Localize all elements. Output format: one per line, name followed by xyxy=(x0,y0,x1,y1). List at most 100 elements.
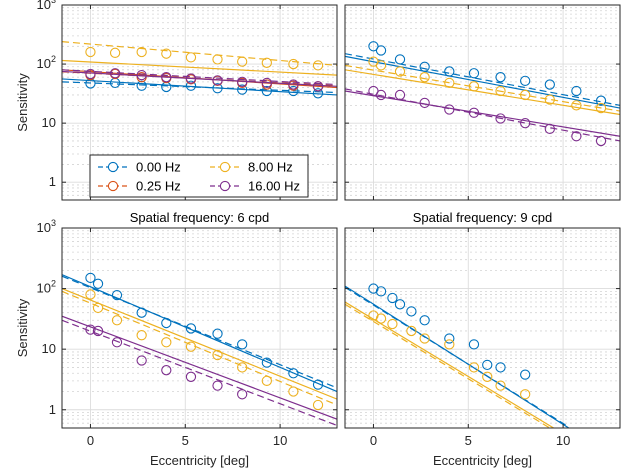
data-point xyxy=(85,68,96,80)
data-point xyxy=(136,330,147,341)
x-tick-label: 10 xyxy=(273,433,287,448)
data-point xyxy=(595,135,607,147)
data-point xyxy=(261,57,272,68)
data-point xyxy=(312,379,324,390)
data-point xyxy=(237,362,248,373)
data-point xyxy=(394,89,406,101)
y-tick-label: 103 xyxy=(37,0,56,12)
data-point xyxy=(387,318,398,330)
y-tick-exponent: 2 xyxy=(51,54,56,64)
data-point xyxy=(419,315,430,326)
y-tick-label: 102 xyxy=(37,54,56,71)
data-point xyxy=(444,333,455,344)
data-point xyxy=(520,369,531,380)
data-point xyxy=(161,317,172,329)
data-point xyxy=(394,66,406,77)
fit-line-solid xyxy=(62,70,337,87)
fit-line-dashed xyxy=(345,53,620,106)
data-point xyxy=(109,68,121,79)
series-8-00-hz xyxy=(345,301,554,428)
series-8-00-hz xyxy=(345,56,620,116)
data-point xyxy=(237,339,248,350)
data-point xyxy=(387,292,398,304)
data-point xyxy=(111,289,123,301)
panel-4: 0 5 10 Spatial frequency: 9 cpd Eccentricity… xyxy=(344,210,621,468)
data-point xyxy=(571,100,582,111)
y-tick-exponent: 3 xyxy=(51,0,56,5)
data-point xyxy=(92,278,104,289)
data-point xyxy=(468,68,480,79)
data-point xyxy=(375,286,387,297)
plot-background xyxy=(345,5,620,200)
fit-line-solid xyxy=(62,315,337,420)
data-point xyxy=(482,359,493,371)
data-point xyxy=(136,355,147,366)
series-0-00-hz xyxy=(345,41,620,109)
axes-box xyxy=(61,227,338,429)
series-0-00-hz xyxy=(345,283,570,428)
data-point xyxy=(544,123,555,135)
series-0-00-hz xyxy=(62,77,337,99)
panel-title: Spatial frequency: 9 cpd xyxy=(413,210,552,225)
fit-line-dashed xyxy=(345,303,551,428)
data-point xyxy=(161,337,172,348)
grid xyxy=(345,5,620,200)
legend-item: 8.00 Hz xyxy=(210,160,293,175)
plot-background xyxy=(62,228,337,428)
plot-background xyxy=(345,228,620,428)
x-tick-label: 0 xyxy=(87,433,94,448)
data-point xyxy=(468,107,480,118)
x-tick-label: 5 xyxy=(182,433,189,448)
data-point xyxy=(482,371,493,382)
series-0-00-hz xyxy=(62,272,337,393)
data-point xyxy=(111,315,123,326)
data-point xyxy=(375,60,387,71)
data-point xyxy=(444,339,455,350)
data-point xyxy=(212,380,223,391)
data-point xyxy=(444,77,455,89)
data-point xyxy=(444,66,455,77)
data-point xyxy=(375,313,387,324)
data-point xyxy=(185,341,197,352)
legend-marker xyxy=(107,180,119,192)
data-point xyxy=(288,85,299,97)
plot-area xyxy=(62,272,337,427)
data-point xyxy=(406,306,417,317)
legend-item: 16.00 Hz xyxy=(210,179,300,194)
legend-item: 0.25 Hz xyxy=(98,179,181,194)
data-point xyxy=(419,97,430,109)
data-point xyxy=(85,272,96,284)
data-point xyxy=(468,339,480,350)
data-point xyxy=(85,46,96,58)
legend-label: 0.00 Hz xyxy=(136,160,181,175)
y-tick-label: 10 xyxy=(42,341,56,356)
data-point xyxy=(212,328,223,339)
fit-line-solid xyxy=(62,274,337,393)
data-point xyxy=(495,380,506,391)
x-axis-label: Eccentricity [deg] xyxy=(150,453,249,468)
data-point xyxy=(185,80,197,91)
series-16-00-hz xyxy=(62,68,337,92)
data-point xyxy=(136,80,147,91)
data-point xyxy=(185,52,197,63)
data-point xyxy=(394,54,406,65)
data-point xyxy=(595,102,607,114)
data-point xyxy=(111,337,123,348)
fit-line-dashed xyxy=(62,69,337,86)
fit-line-dashed xyxy=(345,64,620,112)
fit-line-solid xyxy=(62,59,337,76)
data-point xyxy=(520,389,531,400)
data-point xyxy=(237,76,248,88)
legend-marker xyxy=(219,161,231,173)
fit-line-solid xyxy=(345,69,620,116)
x-axis-label: Eccentricity [deg] xyxy=(433,453,532,468)
data-point xyxy=(419,72,430,83)
data-point xyxy=(161,72,172,83)
x-tick-label: 0 xyxy=(370,433,377,448)
axes-box xyxy=(344,4,621,201)
fit-line-dashed xyxy=(62,319,337,427)
y-tick-label: 1 xyxy=(49,174,56,189)
axes-box xyxy=(344,227,621,429)
data-point xyxy=(312,81,324,92)
